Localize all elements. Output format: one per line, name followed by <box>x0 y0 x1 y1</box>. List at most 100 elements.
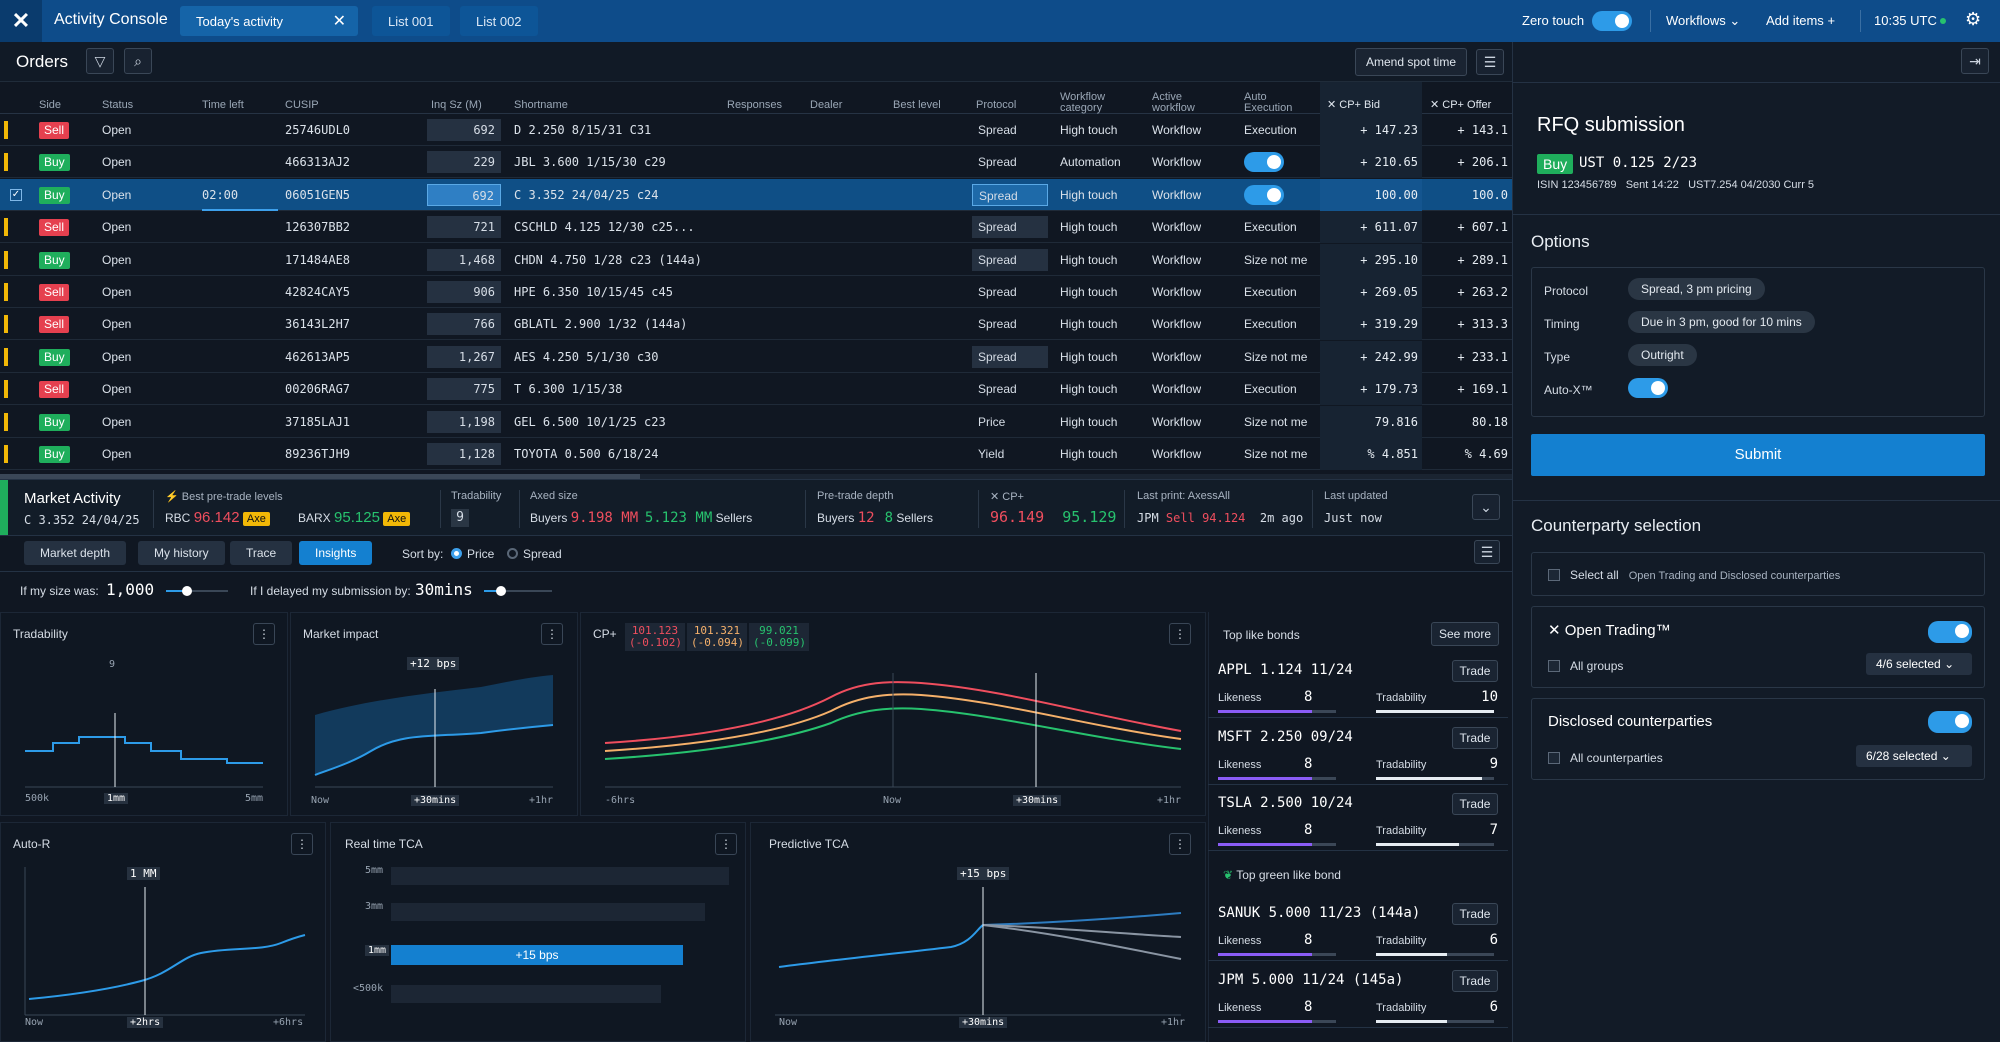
more-options-icon[interactable]: ⋮ <box>253 623 275 645</box>
all-counterparties-checkbox[interactable]: All counterparties <box>1548 751 1663 765</box>
collapse-panel-button[interactable]: ⇥ <box>1961 48 1989 74</box>
tab-my-history[interactable]: My history <box>138 541 225 565</box>
more-options-icon[interactable]: ⋮ <box>1169 833 1191 855</box>
table-row[interactable]: Buy Open 89236TJH9 1,128 TOYOTA 0.500 6/… <box>0 438 1512 470</box>
protocol-cell[interactable]: Spread <box>972 216 1048 239</box>
auto-execution-toggle[interactable] <box>1244 152 1284 173</box>
groups-dropdown[interactable]: 4/6 selected ⌄ <box>1866 653 1972 675</box>
like-bond-item[interactable]: JPM 5.000 11/24 (145a) Trade Likeness 8 … <box>1208 962 1508 1028</box>
submit-button[interactable]: Submit <box>1531 434 1985 476</box>
zero-touch-toggle[interactable] <box>1592 11 1632 31</box>
like-bond-item[interactable]: APPL 1.124 11/24 Trade Likeness 8 Tradab… <box>1208 652 1508 718</box>
protocol-chip[interactable]: Spread, 3 pm pricing <box>1628 278 1765 300</box>
trade-button[interactable]: Trade <box>1452 660 1498 682</box>
protocol-cell[interactable]: Spread <box>978 285 1017 299</box>
analysis-menu-button[interactable]: ☰ <box>1474 540 1500 564</box>
type-chip[interactable]: Outright <box>1628 344 1697 366</box>
qty-cell[interactable]: 1,198 <box>427 410 501 433</box>
all-groups-checkbox[interactable]: All groups <box>1548 659 1623 673</box>
col-side[interactable]: Side <box>39 99 62 111</box>
qty-cell[interactable]: 775 <box>427 378 501 401</box>
select-all-checkbox[interactable]: Select all Open Trading and Disclosed co… <box>1548 568 1840 582</box>
col-cp-offer[interactable]: ✕ CP+ Offer <box>1430 100 1491 111</box>
autox-toggle[interactable] <box>1628 378 1668 398</box>
protocol-cell[interactable]: Spread <box>978 317 1017 332</box>
more-options-icon[interactable]: ⋮ <box>715 833 737 855</box>
scrollbar[interactable] <box>0 474 1512 479</box>
expand-button[interactable]: ⌄ <box>1472 494 1500 520</box>
qty-cell[interactable]: 906 <box>427 281 501 303</box>
table-row[interactable]: Buy Open 466313AJ2 229 JBL 3.600 1/15/30… <box>0 146 1512 179</box>
protocol-cell[interactable]: Spread <box>978 382 1017 397</box>
col-workflow-category[interactable]: Workflow category <box>1060 91 1106 114</box>
col-inq-size[interactable]: Inq Sz (M) <box>431 99 482 111</box>
col-status[interactable]: Status <box>102 99 134 111</box>
tab-list-002[interactable]: List 002 <box>460 6 538 36</box>
table-row[interactable]: Buy Open 171484AE8 1,468 CHDN 4.750 1/28… <box>0 243 1512 276</box>
qty-cell[interactable]: 229 <box>427 151 501 174</box>
trade-button[interactable]: Trade <box>1452 793 1498 815</box>
protocol-cell[interactable]: Spread <box>978 123 1017 137</box>
tab-trace[interactable]: Trace <box>230 541 293 565</box>
trade-button[interactable]: Trade <box>1452 726 1498 749</box>
like-bond-item[interactable]: TSLA 2.500 10/24 Trade Likeness 8 Tradab… <box>1208 785 1508 851</box>
checkbox-checked-icon[interactable]: ✓ <box>10 188 22 201</box>
qty-cell[interactable]: 692 <box>427 183 501 206</box>
menu-button[interactable]: ☰ <box>1476 49 1504 75</box>
qty-cell[interactable]: 1,267 <box>427 345 501 368</box>
add-items-button[interactable]: Add items + <box>1766 13 1835 28</box>
timing-chip[interactable]: Due in 3 pm, good for 10 mins <box>1628 311 1815 333</box>
qty-cell[interactable]: 1,468 <box>427 248 501 271</box>
protocol-cell[interactable]: Price <box>978 414 1006 429</box>
workflows-menu[interactable]: Workflows ⌄ <box>1666 13 1740 29</box>
open-trading-toggle[interactable] <box>1928 621 1972 643</box>
col-active-workflow[interactable]: Active workflow <box>1152 91 1195 114</box>
see-more-button[interactable]: See more <box>1431 622 1499 646</box>
tab-todays-activity[interactable]: Today's activity ✕ <box>180 6 358 36</box>
delay-slider[interactable] <box>484 586 552 596</box>
qty-cell[interactable]: 721 <box>427 216 501 239</box>
col-dealer[interactable]: Dealer <box>810 99 843 111</box>
slider-handle[interactable] <box>182 586 192 596</box>
col-protocol[interactable]: Protocol <box>976 99 1017 111</box>
col-best-level[interactable]: Best level <box>893 99 941 111</box>
protocol-cell[interactable]: Spread <box>978 155 1017 170</box>
trade-button[interactable]: Trade <box>1452 969 1498 992</box>
search-button[interactable]: ⌕ <box>124 48 152 74</box>
table-row[interactable]: Buy Open 462613AP5 1,267 AES 4.250 5/1/3… <box>0 340 1512 373</box>
protocol-cell[interactable]: Yield <box>978 447 1005 461</box>
more-options-icon[interactable]: ⋮ <box>1169 623 1191 645</box>
app-logo-icon[interactable]: ✕ <box>0 0 42 42</box>
col-time-left[interactable]: Time left <box>202 99 244 111</box>
gear-icon[interactable]: ⚙ <box>1965 9 1982 29</box>
disclosed-toggle[interactable] <box>1928 711 1972 733</box>
col-shortname[interactable]: Shortname <box>514 99 568 111</box>
amend-spot-time-button[interactable]: Amend spot time <box>1355 48 1467 76</box>
sort-spread-radio[interactable]: Spread <box>507 547 562 561</box>
filter-button[interactable]: ▽ <box>86 48 114 74</box>
tab-list-001[interactable]: List 001 <box>372 6 450 36</box>
table-row[interactable]: ✓ Buy Open 02:00 06051GEN5 692 C 3.352 2… <box>0 178 1512 211</box>
table-row[interactable]: Sell Open 126307BB2 721 CSCHLD 4.125 12/… <box>0 211 1512 244</box>
slider-handle[interactable] <box>496 586 506 596</box>
table-row[interactable]: Buy Open 37185LAJ1 1,198 GEL 6.500 10/1/… <box>0 405 1512 438</box>
col-cp-bid[interactable]: ✕ CP+ Bid <box>1327 100 1380 111</box>
size-slider[interactable] <box>166 586 228 596</box>
protocol-cell[interactable]: Spread <box>972 248 1048 271</box>
close-tab-icon[interactable]: ✕ <box>332 13 346 30</box>
more-options-icon[interactable]: ⋮ <box>541 623 563 645</box>
like-bond-item[interactable]: SANUK 5.000 11/23 (144a) Trade Likeness … <box>1208 895 1508 961</box>
qty-cell[interactable]: 1,128 <box>427 443 501 465</box>
qty-cell[interactable]: 766 <box>427 313 501 336</box>
more-options-icon[interactable]: ⋮ <box>291 833 313 855</box>
col-responses[interactable]: Responses <box>727 99 783 111</box>
col-auto-execution[interactable]: Auto Execution <box>1244 91 1293 114</box>
col-cusip[interactable]: CUSIP <box>285 99 319 111</box>
table-row[interactable]: Sell Open 42824CAY5 906 HPE 6.350 10/15/… <box>0 276 1512 308</box>
table-row[interactable]: Sell Open 00206RAG7 775 T 6.300 1/15/38 … <box>0 373 1512 406</box>
protocol-cell[interactable]: Spread <box>972 345 1048 368</box>
tab-market-depth[interactable]: Market depth <box>24 541 127 565</box>
like-bond-item[interactable]: MSFT 2.250 09/24 Trade Likeness 8 Tradab… <box>1208 719 1508 785</box>
sort-price-radio[interactable]: Price <box>451 547 494 561</box>
trade-button[interactable]: Trade <box>1452 903 1498 925</box>
